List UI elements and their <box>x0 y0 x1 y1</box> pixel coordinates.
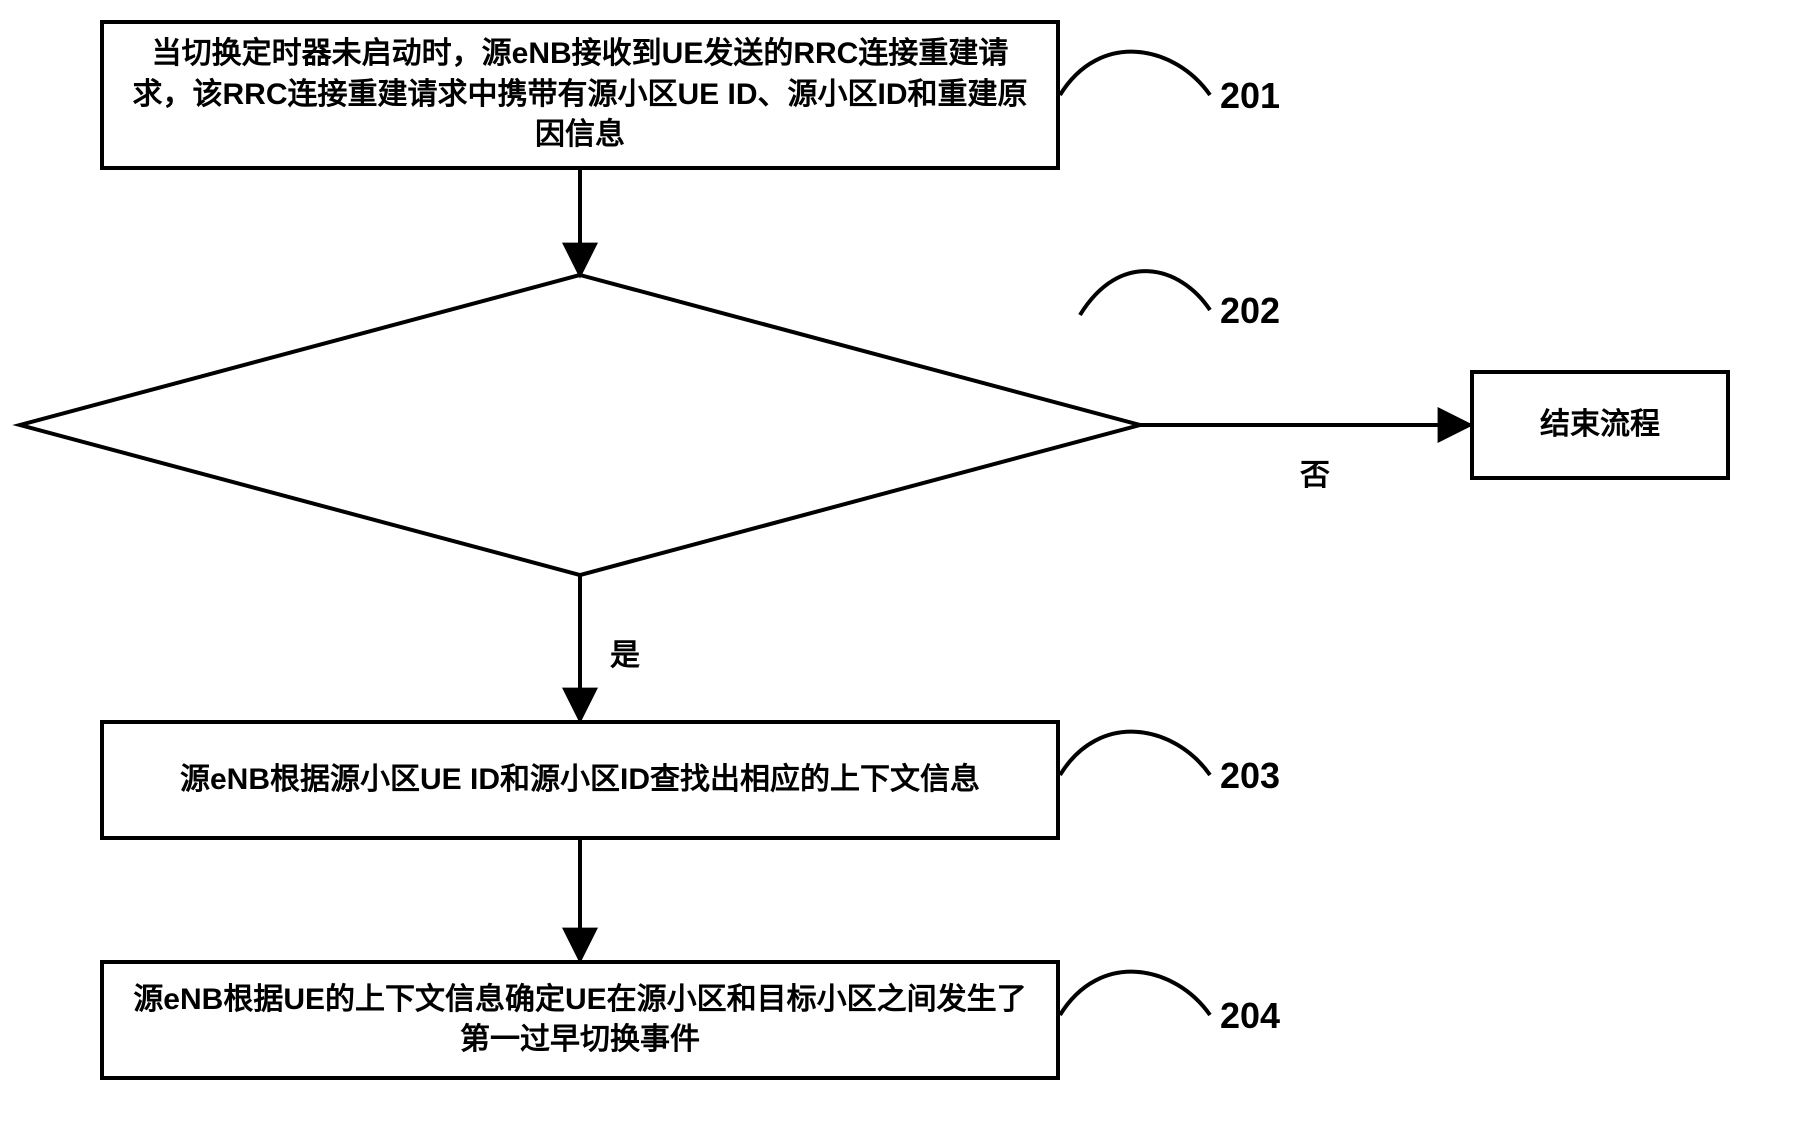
node-201-text: 当切换定时器未启动时，源eNB接收到UE发送的RRC连接重建请求，该RRC连接重… <box>122 34 1038 156</box>
label-201: 201 <box>1220 75 1280 117</box>
node-202-diamond <box>20 275 1140 575</box>
callout-202 <box>1080 271 1210 315</box>
node-202-text-wrap: 源eNB判断RRC连接重建请求中携带的重建原因信息是否为RLF信息或HOF信息 <box>220 385 940 466</box>
node-204-text: 源eNB根据UE的上下文信息确定UE在源小区和目标小区之间发生了第一过早切换事件 <box>122 980 1038 1061</box>
flowchart-canvas: 当切换定时器未启动时，源eNB接收到UE发送的RRC连接重建请求，该RRC连接重… <box>0 0 1803 1122</box>
node-end-text: 结束流程 <box>1540 405 1660 446</box>
label-203: 203 <box>1220 755 1280 797</box>
node-201: 当切换定时器未启动时，源eNB接收到UE发送的RRC连接重建请求，该RRC连接重… <box>100 20 1060 170</box>
callout-201 <box>1060 52 1210 95</box>
node-203-text: 源eNB根据源小区UE ID和源小区ID查找出相应的上下文信息 <box>180 760 980 801</box>
callout-204 <box>1060 972 1210 1015</box>
callout-203 <box>1060 732 1210 775</box>
edge-no-label: 否 <box>1300 450 1330 494</box>
edge-yes-label: 是 <box>610 630 640 674</box>
label-202: 202 <box>1220 290 1280 332</box>
node-202-text: 源eNB判断RRC连接重建请求中携带的重建原因信息是否为RLF信息或HOF信息 <box>232 388 927 462</box>
label-204: 204 <box>1220 995 1280 1037</box>
node-203: 源eNB根据源小区UE ID和源小区ID查找出相应的上下文信息 <box>100 720 1060 840</box>
node-end: 结束流程 <box>1470 370 1730 480</box>
node-204: 源eNB根据UE的上下文信息确定UE在源小区和目标小区之间发生了第一过早切换事件 <box>100 960 1060 1080</box>
